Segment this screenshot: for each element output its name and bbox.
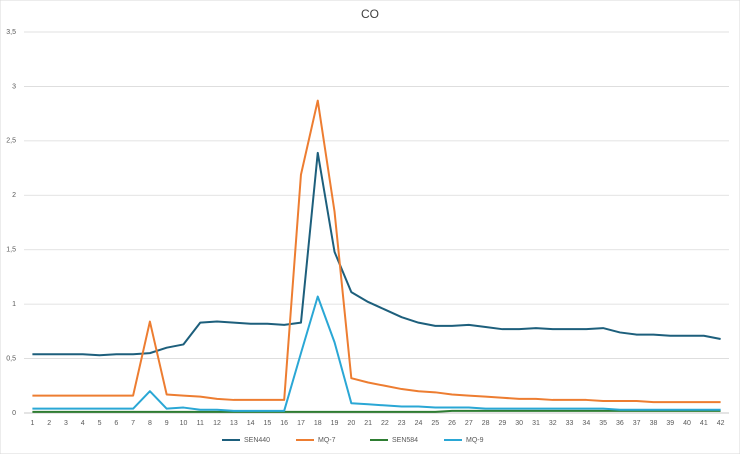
x-tick-label: 11 bbox=[197, 420, 204, 427]
legend-label: MQ-9 bbox=[466, 437, 484, 444]
y-tick-label: 1,5 bbox=[6, 247, 16, 254]
x-tick-label: 33 bbox=[566, 420, 574, 427]
x-tick-label: 25 bbox=[431, 420, 439, 427]
x-tick-label: 42 bbox=[717, 420, 725, 427]
x-tick-label: 17 bbox=[297, 420, 305, 427]
x-tick-label: 21 bbox=[364, 420, 372, 427]
x-tick-label: 20 bbox=[347, 420, 355, 427]
y-tick-label: 0 bbox=[12, 410, 16, 417]
x-tick-label: 24 bbox=[415, 420, 423, 427]
y-tick-label: 0,5 bbox=[6, 355, 16, 362]
x-tick-label: 37 bbox=[633, 420, 641, 427]
series-line bbox=[32, 151, 721, 357]
x-tick-label: 13 bbox=[230, 420, 238, 427]
series-line bbox=[32, 409, 721, 413]
y-tick-label: 3,5 bbox=[6, 29, 16, 36]
x-tick-label: 29 bbox=[498, 420, 506, 427]
x-tick-label: 41 bbox=[700, 420, 708, 427]
x-tick-label: 4 bbox=[81, 420, 85, 427]
x-tick-label: 39 bbox=[666, 420, 674, 427]
x-tick-label: 16 bbox=[280, 420, 288, 427]
x-tick-label: 19 bbox=[331, 420, 339, 427]
chart-title: CO bbox=[361, 7, 379, 21]
x-tick-label: 3 bbox=[64, 420, 68, 427]
x-tick-label: 27 bbox=[465, 420, 473, 427]
y-tick-label: 2,5 bbox=[6, 138, 16, 145]
x-tick-label: 8 bbox=[148, 420, 152, 427]
x-tick-label: 30 bbox=[515, 420, 523, 427]
x-tick-label: 32 bbox=[549, 420, 557, 427]
y-tick-label: 1 bbox=[12, 301, 16, 308]
x-tick-label: 28 bbox=[482, 420, 490, 427]
x-tick-label: 14 bbox=[247, 420, 255, 427]
x-tick-label: 31 bbox=[532, 420, 540, 427]
x-tick-label: 38 bbox=[650, 420, 658, 427]
x-tick-label: 26 bbox=[448, 420, 456, 427]
y-tick-label: 3 bbox=[12, 83, 16, 90]
series-line bbox=[32, 295, 721, 412]
x-tick-label: 23 bbox=[398, 420, 406, 427]
x-tick-label: 36 bbox=[616, 420, 624, 427]
x-tick-label: 40 bbox=[683, 420, 691, 427]
x-tick-label: 6 bbox=[114, 420, 118, 427]
legend-label: MQ-7 bbox=[318, 437, 336, 444]
x-tick-label: 10 bbox=[180, 420, 188, 427]
x-tick-label: 1 bbox=[30, 420, 34, 427]
x-tick-label: 9 bbox=[165, 420, 169, 427]
x-tick-label: 5 bbox=[98, 420, 102, 427]
x-tick-label: 2 bbox=[47, 420, 51, 427]
x-tick-label: 7 bbox=[131, 420, 135, 427]
series-line bbox=[32, 99, 721, 404]
y-tick-label: 2 bbox=[12, 192, 16, 199]
x-tick-label: 12 bbox=[213, 420, 221, 427]
legend-label: SEN584 bbox=[392, 437, 418, 444]
x-tick-label: 34 bbox=[582, 420, 590, 427]
x-tick-label: 22 bbox=[381, 420, 389, 427]
legend-label: SEN440 bbox=[244, 437, 270, 444]
x-tick-label: 15 bbox=[263, 420, 271, 427]
x-tick-label: 35 bbox=[599, 420, 607, 427]
x-tick-label: 18 bbox=[314, 420, 322, 427]
